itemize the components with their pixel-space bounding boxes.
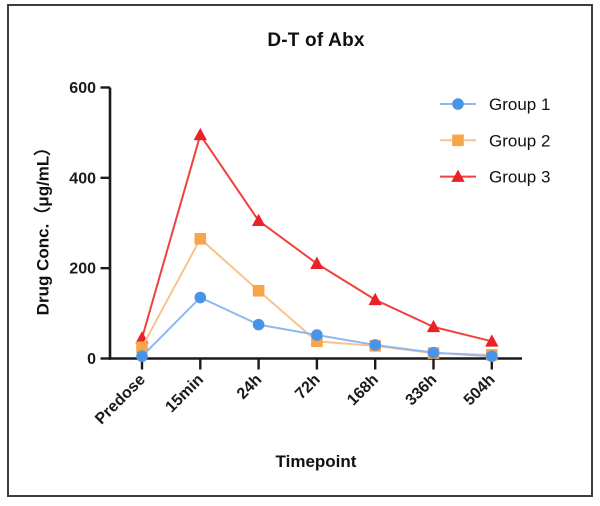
data-point-group-3-504h [485, 334, 499, 347]
data-point-group-1-24h [252, 318, 265, 331]
data-point-group-1-168h [369, 339, 382, 351]
series-line-group-3 [141, 133, 493, 343]
data-point-group-2-predose [136, 341, 148, 354]
x-axis-title: Timepoint [275, 452, 357, 471]
x-tick-label-15min: 15min [162, 371, 207, 416]
data-point-group-1-504h [486, 350, 498, 363]
y-tick-label: 600 [69, 80, 96, 97]
data-point-group-3-72h [310, 256, 324, 269]
legend-label-group-1: Group 1 [489, 95, 550, 114]
data-point-group-2-15min [194, 233, 207, 245]
y-tick-label: 400 [69, 170, 96, 187]
y-tick-label: 200 [69, 261, 96, 278]
legend-label-group-3: Group 3 [489, 168, 550, 187]
data-point-group-1-72h [311, 329, 323, 341]
data-point-group-1-predose [136, 350, 148, 363]
data-point-group-3-24h [251, 213, 266, 227]
chart-title: D-T of Abx [267, 30, 365, 51]
data-point-group-3-15min [193, 127, 207, 141]
legend-marker-group-1 [452, 98, 464, 110]
y-tick-label: 0 [87, 351, 96, 368]
data-point-group-3-168h [368, 292, 382, 306]
data-point-group-1-336h [427, 346, 440, 359]
x-tick-label-168h: 168h [344, 371, 382, 409]
x-tick-label-336h: 336h [403, 371, 441, 409]
x-tick-label-predose: Predose [92, 371, 149, 428]
series-line-group-1 [141, 296, 492, 358]
data-point-group-3-336h [426, 319, 441, 333]
data-point-group-2-24h [252, 284, 265, 297]
x-tick-label-504h: 504h [461, 371, 499, 409]
x-tick-label-24h: 24h [234, 371, 266, 403]
x-tick-label-72h: 72h [292, 371, 324, 403]
legend-marker-group-3 [451, 169, 465, 182]
data-point-group-1-15min [194, 291, 207, 304]
data-point-group-2-72h [311, 335, 323, 348]
legend-label-group-2: Group 2 [489, 131, 550, 150]
legend-marker-group-2 [452, 134, 464, 147]
